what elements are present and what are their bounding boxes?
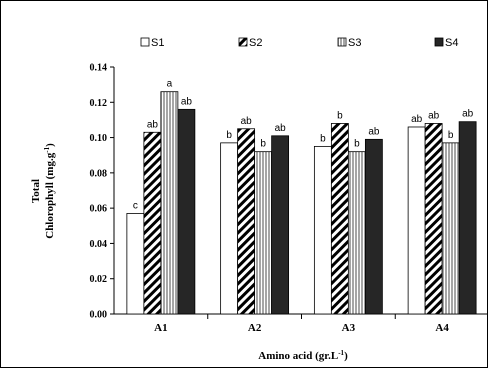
y-tick-label: 0.14 (90, 63, 108, 74)
x-category-label: A4 (435, 322, 449, 334)
significance-letter: c (133, 200, 138, 211)
bar-s1-a3 (314, 146, 331, 314)
bar-s2-a3 (331, 123, 348, 314)
y-tick-label: 0.10 (90, 133, 108, 144)
y-tick-label: 0.04 (90, 239, 108, 250)
bar-s4-a2 (272, 136, 289, 314)
significance-letter: ab (411, 114, 423, 125)
legend-label-s3: S3 (348, 37, 361, 49)
x-category-label: A3 (342, 322, 356, 334)
legend-swatch-s3 (338, 38, 346, 46)
x-category-label: A2 (248, 322, 262, 334)
y-tick-label: 0.08 (90, 168, 108, 179)
legend-item-s4: S4 (435, 37, 458, 49)
legend-item-s2: S2 (239, 37, 262, 49)
significance-letter: ab (147, 119, 159, 130)
bar-s4-a1 (178, 109, 195, 314)
significance-letter: a (167, 79, 173, 90)
y-tick-label: 0.00 (90, 310, 108, 321)
bar-s1-a2 (221, 143, 238, 314)
significance-letter: b (448, 130, 454, 141)
bar-s1-a1 (127, 213, 144, 314)
legend-item-s1: S1 (141, 37, 164, 49)
y-axis-title: Total Chlorophyll (mg.g-1) (30, 143, 56, 239)
significance-letter: ab (462, 109, 474, 120)
bar-s3-a3 (348, 152, 365, 314)
bar-s3-a2 (255, 152, 272, 314)
legend-item-s3: S3 (338, 37, 361, 49)
legend-swatch-s1 (141, 38, 149, 46)
significance-letter: ab (428, 110, 440, 121)
bar-s2-a4 (425, 123, 442, 314)
bar-s2-a1 (144, 132, 161, 314)
x-category-label: A1 (154, 322, 167, 334)
y-tick-label: 0.02 (90, 274, 108, 285)
plot-area: 0.000.020.040.060.080.100.120.14A1cabaab… (90, 63, 488, 335)
bar-s4-a4 (459, 122, 476, 314)
legend-label-s1: S1 (151, 37, 164, 49)
legend-swatch-s4 (435, 38, 443, 46)
significance-letter: ab (181, 96, 193, 107)
x-axis-title: Amino acid (gr.L-1) (258, 349, 348, 362)
significance-letter: b (337, 110, 343, 121)
y-axis-title-line2: Chlorophyll (mg.g-1) (43, 143, 56, 239)
bar-s3-a4 (442, 143, 459, 314)
legend: S1 S2 S3 S4 (141, 37, 458, 49)
y-tick-label: 0.06 (90, 204, 108, 215)
bar-s4-a3 (365, 139, 382, 314)
bar-s1-a4 (408, 127, 425, 314)
significance-letter: b (260, 139, 266, 150)
legend-label-s4: S4 (445, 37, 458, 49)
y-tick-label: 0.12 (90, 98, 108, 109)
significance-letter: ab (241, 116, 253, 127)
significance-letter: b (354, 139, 360, 150)
significance-letter: b (320, 133, 326, 144)
bar-s3-a1 (161, 92, 178, 314)
y-axis-title-line1: Total (30, 179, 42, 203)
legend-swatch-s2 (239, 38, 247, 46)
significance-letter: b (226, 130, 232, 141)
legend-label-s2: S2 (249, 37, 262, 49)
significance-letter: ab (368, 126, 380, 137)
bar-s2-a2 (238, 129, 255, 314)
significance-letter: ab (275, 123, 287, 134)
